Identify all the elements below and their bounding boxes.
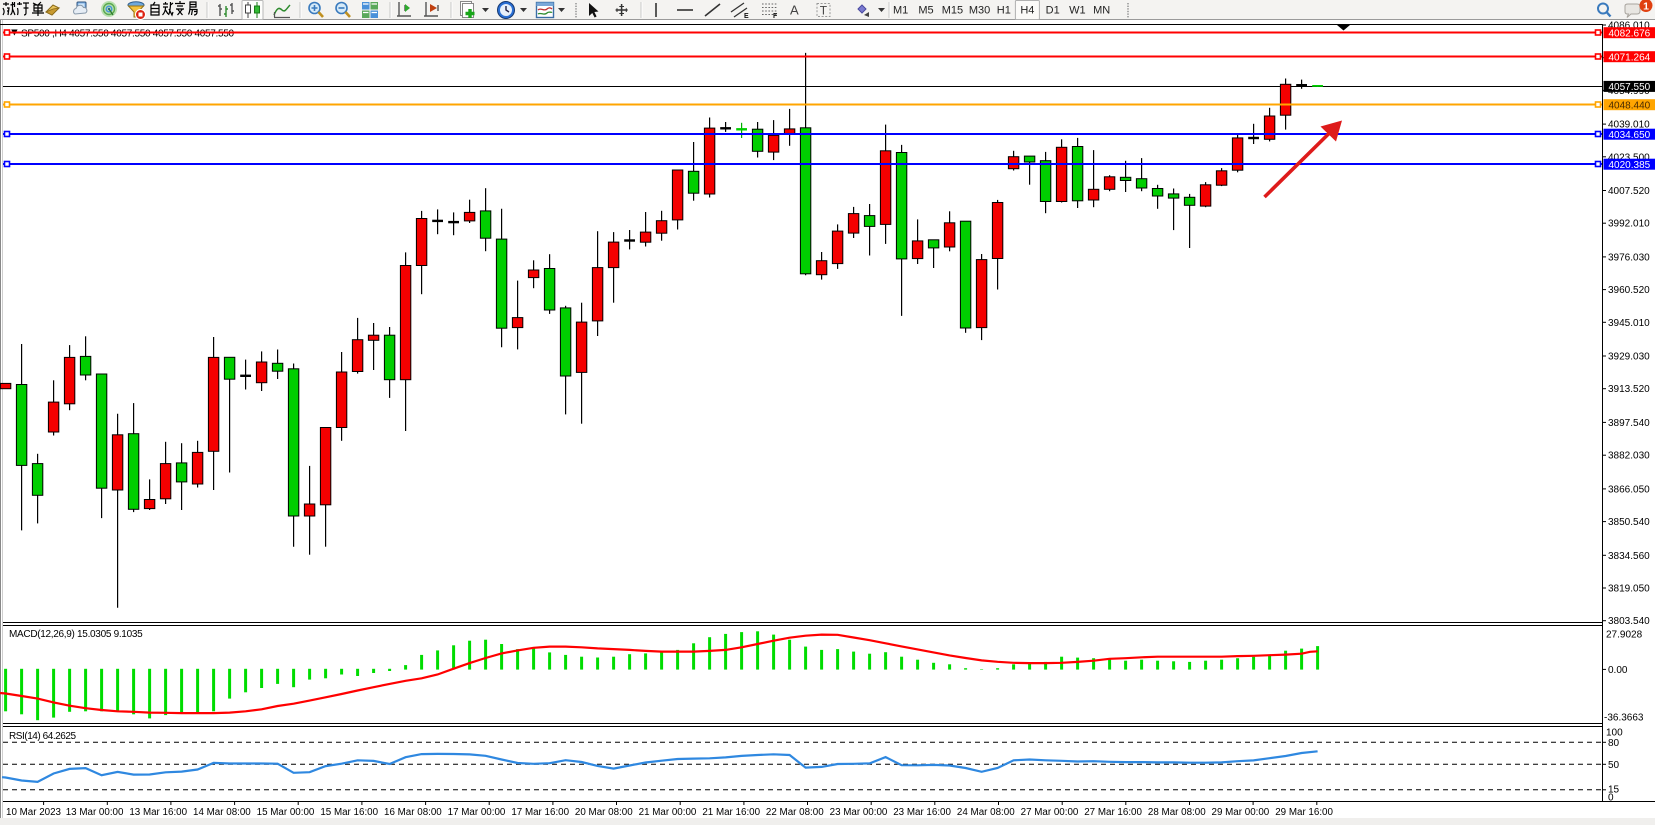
- svg-text:W1: W1: [1069, 5, 1086, 17]
- svg-text:3803.540: 3803.540: [1608, 616, 1650, 627]
- svg-text:H1: H1: [997, 5, 1011, 17]
- svg-text:3976.030: 3976.030: [1608, 252, 1650, 263]
- svg-text:-36.3663: -36.3663: [1604, 713, 1644, 724]
- svg-text:4086.010: 4086.010: [1608, 21, 1650, 32]
- svg-text:17 Mar 00:00: 17 Mar 00:00: [448, 807, 506, 818]
- svg-text:A: A: [790, 3, 799, 18]
- svg-text:M1: M1: [893, 5, 908, 17]
- svg-text:21 Mar 16:00: 21 Mar 16:00: [702, 807, 760, 818]
- svg-text:3913.520: 3913.520: [1608, 384, 1650, 395]
- svg-text:RSI(14) 64.2625: RSI(14) 64.2625: [9, 731, 77, 742]
- svg-text:1: 1: [1643, 1, 1649, 13]
- svg-text:4023.500: 4023.500: [1608, 152, 1650, 163]
- svg-text:4020.385: 4020.385: [1609, 160, 1651, 171]
- svg-text:22 Mar 08:00: 22 Mar 08:00: [766, 807, 824, 818]
- svg-text:MACD(12,26,9) 15.0305 9.1035: MACD(12,26,9) 15.0305 9.1035: [9, 629, 143, 640]
- svg-text:F: F: [773, 13, 778, 20]
- svg-text:15 Mar 00:00: 15 Mar 00:00: [257, 807, 315, 818]
- svg-text:4071.264: 4071.264: [1609, 52, 1651, 63]
- svg-text:4048.440: 4048.440: [1609, 100, 1651, 111]
- svg-text:15 Mar 16:00: 15 Mar 16:00: [320, 807, 378, 818]
- svg-text:3866.050: 3866.050: [1608, 484, 1650, 495]
- svg-text:3945.010: 3945.010: [1608, 318, 1650, 329]
- svg-text:0: 0: [1608, 792, 1614, 803]
- svg-text:100: 100: [1606, 728, 1623, 739]
- svg-text:H4: H4: [1020, 5, 1034, 17]
- svg-text:M5: M5: [918, 5, 933, 17]
- svg-text:15: 15: [1608, 784, 1620, 795]
- svg-text:80: 80: [1608, 738, 1620, 749]
- svg-text:3960.520: 3960.520: [1608, 285, 1650, 296]
- svg-text:4007.520: 4007.520: [1608, 186, 1650, 197]
- svg-text:23 Mar 00:00: 23 Mar 00:00: [830, 807, 888, 818]
- svg-text:16 Mar 08:00: 16 Mar 08:00: [384, 807, 442, 818]
- svg-text:SP500 ,H4 4057.550 4057.550 4: SP500 ,H4 4057.550 4057.550 4057.550 405…: [21, 28, 235, 39]
- svg-text:MN: MN: [1093, 5, 1110, 17]
- svg-text:3882.030: 3882.030: [1608, 451, 1650, 462]
- svg-text:4082.676: 4082.676: [1609, 28, 1651, 39]
- svg-text:23 Mar 16:00: 23 Mar 16:00: [893, 807, 951, 818]
- svg-text:29 Mar 16:00: 29 Mar 16:00: [1275, 807, 1333, 818]
- svg-text:10 Mar 2023: 10 Mar 2023: [6, 807, 62, 818]
- svg-text:3834.560: 3834.560: [1608, 551, 1650, 562]
- svg-text:17 Mar 16:00: 17 Mar 16:00: [511, 807, 569, 818]
- svg-text:E: E: [744, 13, 749, 20]
- svg-text:M15: M15: [942, 5, 963, 17]
- svg-text:27 Mar 16:00: 27 Mar 16:00: [1084, 807, 1142, 818]
- svg-text:14 Mar 08:00: 14 Mar 08:00: [193, 807, 251, 818]
- svg-text:3819.050: 3819.050: [1608, 584, 1650, 595]
- svg-text:29 Mar 00:00: 29 Mar 00:00: [1212, 807, 1270, 818]
- svg-text:0.00: 0.00: [1608, 665, 1628, 676]
- svg-text:3929.030: 3929.030: [1608, 352, 1650, 363]
- svg-text:21 Mar 00:00: 21 Mar 00:00: [639, 807, 697, 818]
- svg-text:24 Mar 08:00: 24 Mar 08:00: [957, 807, 1015, 818]
- svg-text:27 Mar 00:00: 27 Mar 00:00: [1021, 807, 1079, 818]
- svg-text:3897.540: 3897.540: [1608, 418, 1650, 429]
- svg-text:4057.550: 4057.550: [1609, 82, 1651, 93]
- svg-text:13 Mar 16:00: 13 Mar 16:00: [129, 807, 187, 818]
- svg-text:27.9028: 27.9028: [1606, 630, 1643, 641]
- svg-text:3850.540: 3850.540: [1608, 517, 1650, 528]
- svg-text:M30: M30: [969, 5, 990, 17]
- svg-text:13 Mar 00:00: 13 Mar 00:00: [66, 807, 124, 818]
- svg-text:D1: D1: [1046, 5, 1060, 17]
- svg-text:20 Mar 08:00: 20 Mar 08:00: [575, 807, 633, 818]
- svg-text:28 Mar 08:00: 28 Mar 08:00: [1148, 807, 1206, 818]
- svg-text:4034.650: 4034.650: [1609, 130, 1651, 141]
- svg-text:T: T: [820, 4, 828, 18]
- svg-text:4039.010: 4039.010: [1608, 120, 1650, 131]
- svg-text:50: 50: [1608, 760, 1620, 771]
- svg-text:3992.010: 3992.010: [1608, 219, 1650, 230]
